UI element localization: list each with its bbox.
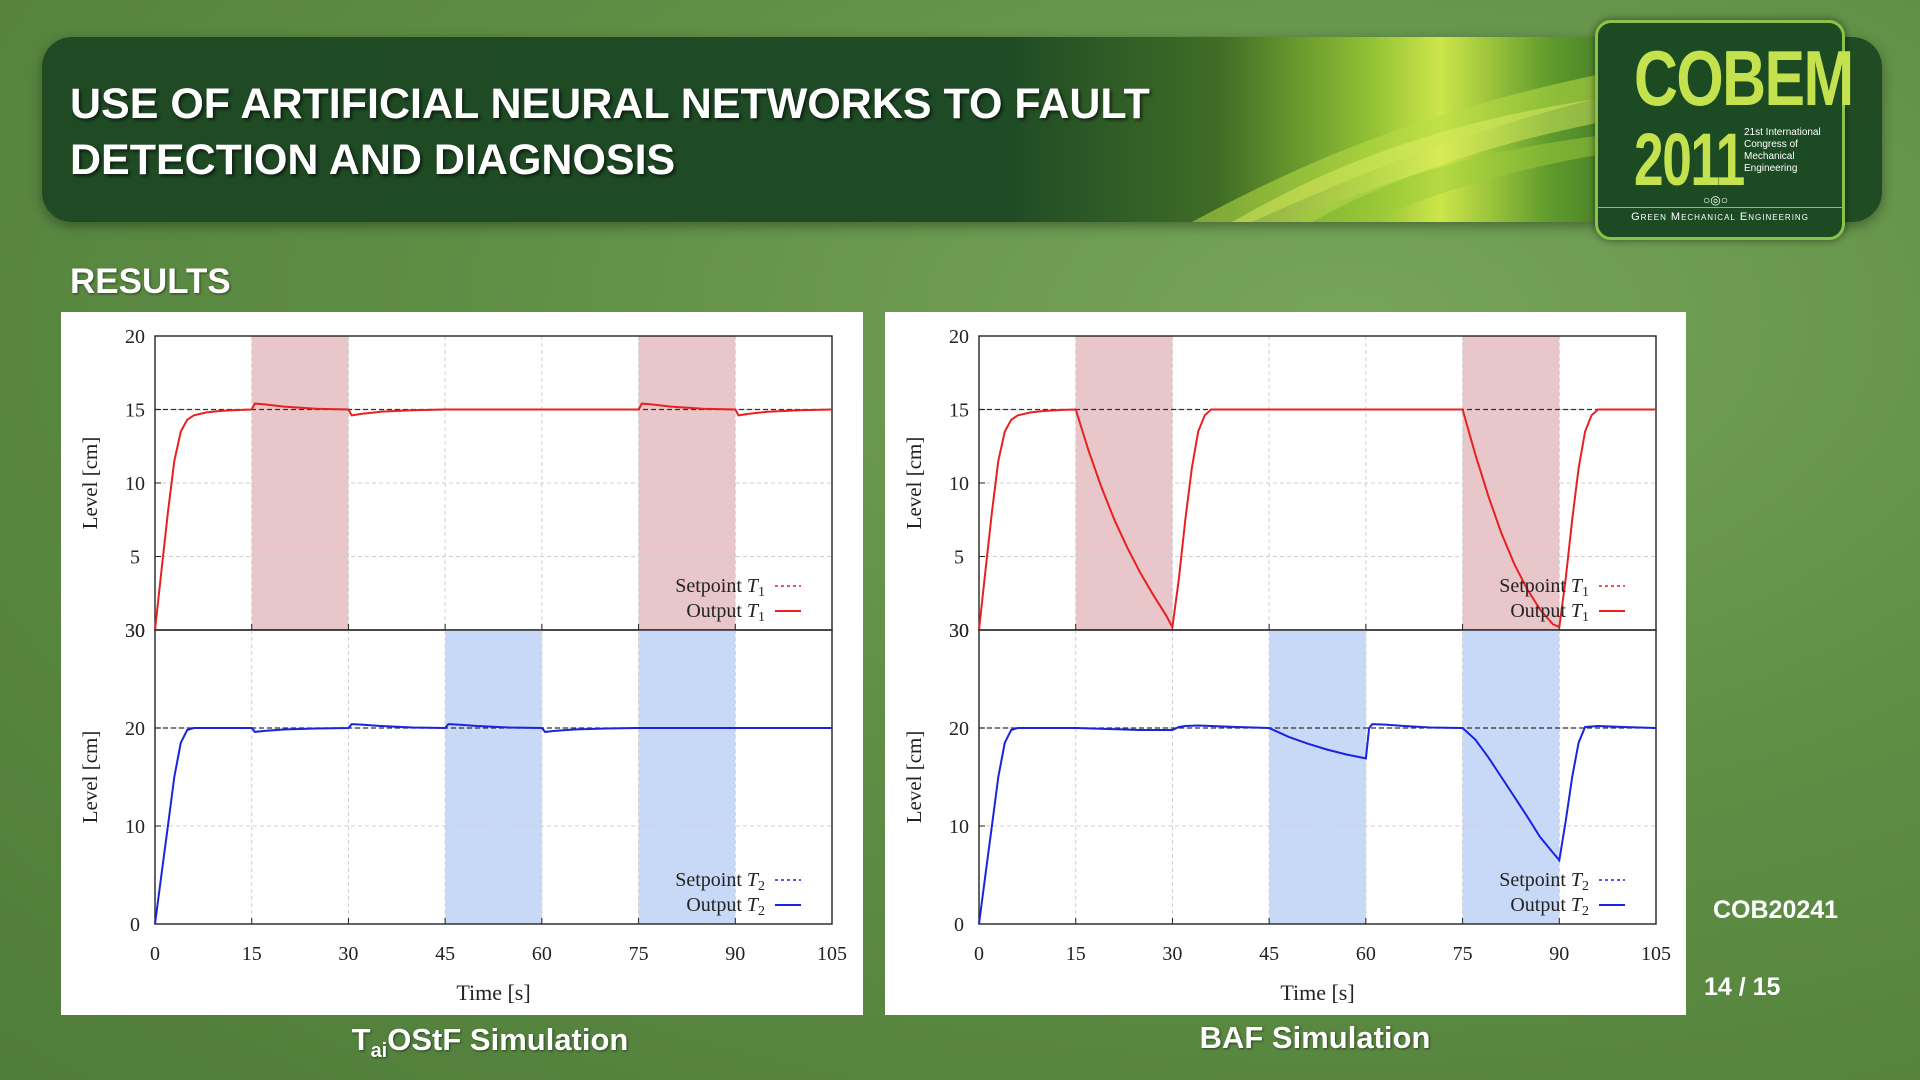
swoosh-graphic — [1192, 57, 1692, 222]
y-axis-label: Level [cm] — [902, 731, 926, 824]
y-tick-label: 30 — [949, 620, 969, 642]
x-tick-label: 90 — [725, 943, 745, 965]
y-tick-label: 30 — [125, 620, 145, 642]
x-tick-label: 15 — [1066, 943, 1086, 965]
y-tick-label: 20 — [125, 326, 145, 348]
caption-baf: BAF Simulation — [1199, 1020, 1431, 1055]
chart-panel-baf: 5 10 15 20 30 Level [cm] Setpoint T1 Output T1 0… — [885, 312, 1686, 1015]
legend-label: Setpoint T1 — [1499, 575, 1589, 600]
y-axis-label: Level [cm] — [78, 731, 102, 824]
caption-taiostf: TaiOStF Simulation — [240, 1022, 740, 1063]
y-tick-label: 20 — [949, 326, 969, 348]
legend-label: Setpoint T1 — [675, 575, 765, 600]
slide-title: USE OF ARTIFICIAL NEURAL NETWORKS TO FAU… — [70, 80, 1150, 184]
legend-label: Setpoint T2 — [1499, 869, 1589, 894]
caption-left-suffix: OStF Simulation — [387, 1022, 629, 1057]
series-line — [978, 723, 1657, 925]
legend-label: Setpoint T2 — [675, 869, 765, 894]
y-tick-label: 10 — [949, 816, 969, 838]
x-tick-label: 105 — [817, 943, 847, 965]
x-tick-label: 45 — [435, 943, 455, 965]
y-tick-label: 20 — [949, 718, 969, 740]
paper-code: COB20241 — [1713, 896, 1839, 924]
x-tick-label: 105 — [1641, 943, 1671, 965]
title-banner — [42, 37, 1882, 222]
section-heading: RESULTS — [70, 262, 231, 301]
plot-frame — [154, 629, 833, 925]
y-tick-label: 5 — [954, 547, 964, 569]
y-tick-label: 30 — [125, 620, 145, 642]
fault-band-2 — [638, 630, 736, 924]
x-axis-label: Time [s] — [456, 980, 530, 1005]
series-line — [154, 723, 832, 925]
page-number: 14 / 15 — [1704, 973, 1781, 1001]
x-tick-label: 75 — [1453, 943, 1473, 965]
y-tick-label: 0 — [130, 914, 140, 936]
legend-label: Output T2 — [686, 894, 765, 919]
x-tick-label: 90 — [1549, 943, 1569, 965]
y-tick-label: 5 — [130, 547, 140, 569]
logo-name: COBEM — [1634, 34, 1854, 122]
x-tick-label: 15 — [242, 943, 262, 965]
y-tick-label: 0 — [954, 914, 964, 936]
x-tick-label: 60 — [532, 943, 552, 965]
y-tick-label: 30 — [949, 620, 969, 642]
gear-rings-icon: ○◎○ — [1703, 193, 1728, 207]
x-tick-label: 30 — [1162, 943, 1182, 965]
logo-tagline: Green Mechanical Engineering — [1598, 207, 1842, 223]
x-tick-label: 75 — [629, 943, 649, 965]
x-tick-label: 60 — [1356, 943, 1376, 965]
fault-band-1 — [1269, 630, 1366, 924]
x-tick-label: 0 — [974, 943, 984, 965]
y-tick-label: 10 — [125, 473, 145, 495]
fault-band-1 — [445, 630, 542, 924]
y-tick-label: 15 — [949, 400, 969, 422]
logo-year: 2011 — [1634, 118, 1745, 201]
series-line — [978, 408, 1656, 631]
series-line — [154, 402, 833, 631]
plot-frame — [978, 629, 1657, 925]
x-tick-label: 45 — [1259, 943, 1279, 965]
legend-label: Output T1 — [1510, 600, 1589, 625]
y-axis-label: Level [cm] — [902, 437, 926, 530]
y-tick-label: 20 — [125, 718, 145, 740]
chart-panel-taiostf: 5 10 15 20 30 Level [cm] Setpoint T1 Output T1 0… — [61, 312, 863, 1015]
caption-left-prefix: T — [351, 1022, 371, 1057]
legend-label: Output T2 — [1510, 894, 1589, 919]
x-axis-label: Time [s] — [1280, 980, 1354, 1005]
logo-congress: 21st International Congress of Mechanica… — [1744, 127, 1821, 174]
legend-label: Output T1 — [686, 600, 765, 625]
x-tick-label: 30 — [338, 943, 358, 965]
fault-band-2 — [1462, 630, 1560, 924]
y-tick-label: 10 — [125, 816, 145, 838]
x-tick-label: 0 — [150, 943, 160, 965]
caption-left-sub: ai — [370, 1040, 388, 1063]
cobem-logo: COBEM 2011 21st International Congress o… — [1595, 20, 1854, 240]
y-axis-label: Level [cm] — [78, 437, 102, 530]
y-tick-label: 15 — [125, 400, 145, 422]
y-tick-label: 10 — [949, 473, 969, 495]
